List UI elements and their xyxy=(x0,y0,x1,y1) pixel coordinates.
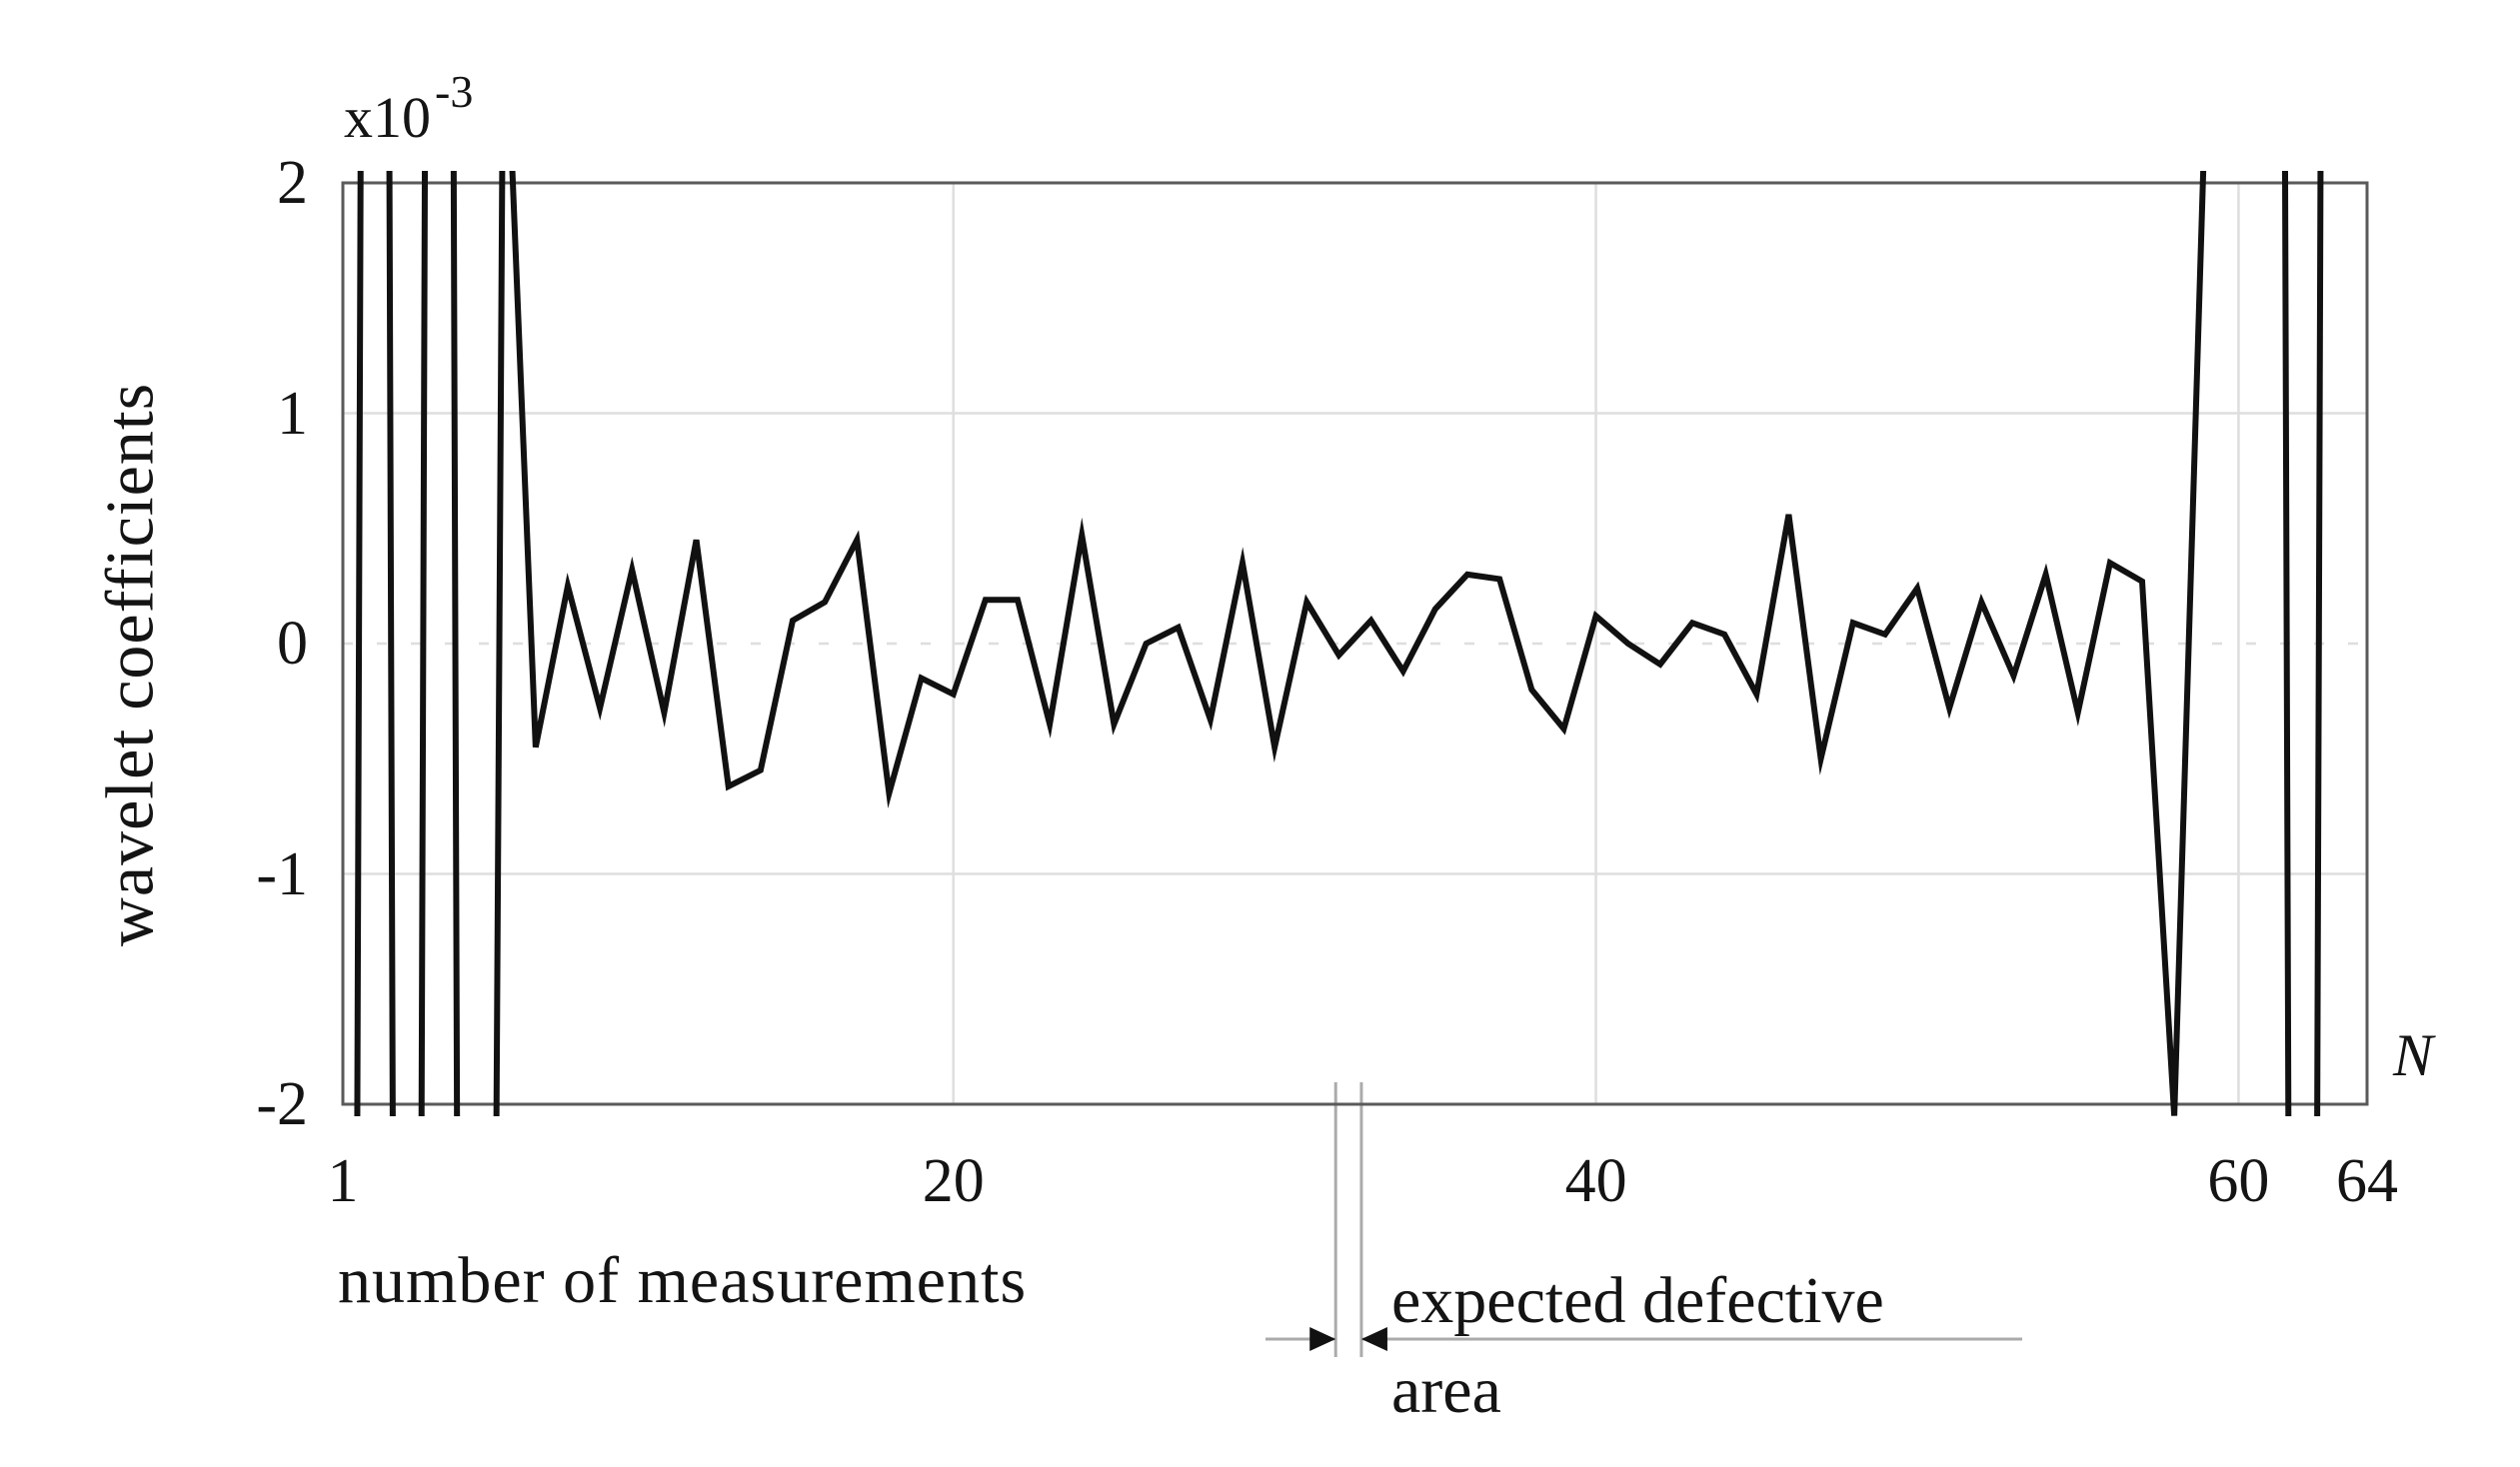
plot-border xyxy=(341,181,2369,1106)
dimension-arrow-left-pointing xyxy=(1360,1327,1387,1351)
x-tick-label-1: 1 xyxy=(327,1147,359,1215)
y-tick-label-2: 2 xyxy=(277,149,308,217)
y-axis-multiplier-exponent: -3 xyxy=(435,66,474,117)
x-tick-label-64: 64 xyxy=(2336,1147,2398,1215)
y-tick-label-0: 0 xyxy=(277,610,308,678)
annotation-text-line2: area xyxy=(1391,1354,1501,1427)
y-axis-multiplier-base: x10 xyxy=(344,85,431,150)
x-axis-end-symbol: N xyxy=(2393,1022,2434,1088)
waveform-line xyxy=(354,171,2324,1116)
y-tick-label--2: -2 xyxy=(256,1070,308,1138)
x-tick-label-60: 60 xyxy=(2207,1147,2270,1215)
y-tick-label-1: 1 xyxy=(277,379,308,448)
x-tick-label-40: 40 xyxy=(1564,1147,1627,1215)
y-tick-label--1: -1 xyxy=(256,839,308,908)
dimension-arrow-right-pointing xyxy=(1309,1327,1336,1351)
x-axis-label: number of measurements xyxy=(338,1244,1028,1317)
annotation-text-line1: expected defective xyxy=(1391,1264,1884,1337)
x-tick-label-20: 20 xyxy=(922,1147,985,1215)
y-axis-multiplier: x10-3 xyxy=(344,66,473,151)
y-axis-label: wavelet coefficients xyxy=(91,382,168,947)
